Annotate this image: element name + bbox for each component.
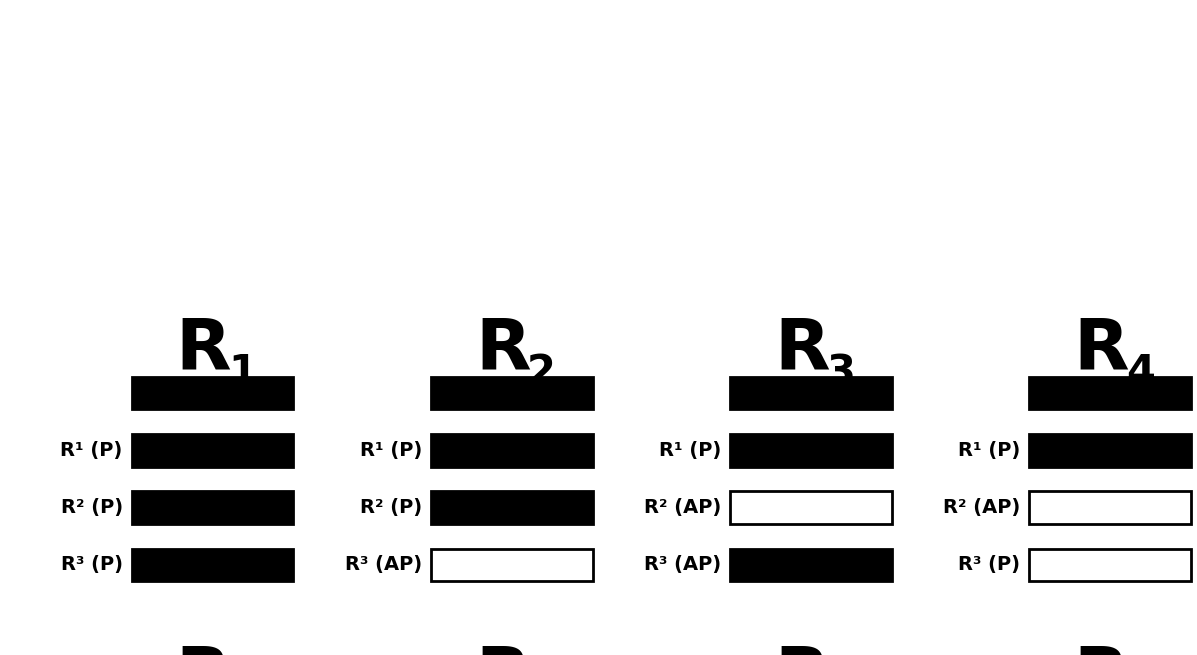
Bar [1029,434,1191,466]
Bar [132,548,293,582]
Text: R: R [774,316,830,385]
Bar [730,491,892,524]
Text: R: R [176,316,231,385]
Text: R¹ (P): R¹ (P) [958,441,1020,460]
Text: 3: 3 [826,352,856,394]
Text: 2: 2 [527,352,557,394]
Text: R² (AP): R² (AP) [943,498,1020,517]
Text: R¹ (P): R¹ (P) [60,441,123,460]
Text: R: R [1074,316,1129,385]
Text: R: R [176,643,231,655]
Text: 1: 1 [227,352,257,394]
Text: R: R [475,643,530,655]
Text: R² (AP): R² (AP) [644,498,721,517]
Bar [431,491,593,524]
Text: R: R [1074,643,1129,655]
Bar [1029,377,1191,409]
Text: 4: 4 [1125,352,1155,394]
Text: R³ (P): R³ (P) [61,555,123,574]
Bar [132,434,293,466]
Text: R² (P): R² (P) [61,498,123,517]
Text: R¹ (P): R¹ (P) [658,441,721,460]
Bar [132,491,293,524]
Bar [431,548,593,582]
Bar [132,377,293,409]
Bar [431,377,593,409]
Bar [730,548,892,582]
Text: R³ (AP): R³ (AP) [345,555,421,574]
Text: R: R [774,643,830,655]
Bar [1029,548,1191,582]
Bar [1029,491,1191,524]
Text: R¹ (P): R¹ (P) [359,441,421,460]
Text: R: R [475,316,530,385]
Bar [730,434,892,466]
Text: R³ (AP): R³ (AP) [644,555,721,574]
Bar [730,377,892,409]
Bar [431,434,593,466]
Text: R³ (P): R³ (P) [959,555,1020,574]
Text: R² (P): R² (P) [360,498,421,517]
